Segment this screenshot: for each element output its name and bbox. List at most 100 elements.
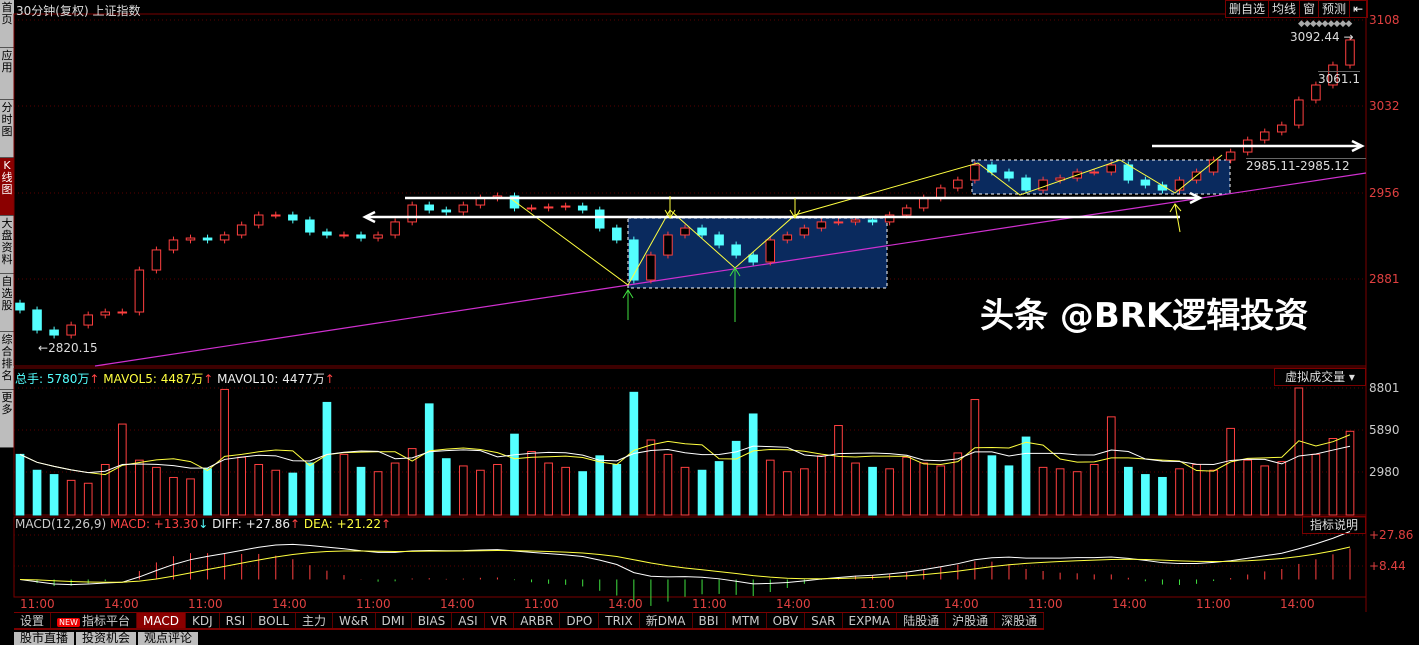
- candle: [953, 179, 963, 189]
- candle: [782, 234, 793, 241]
- volume-bar: [237, 456, 247, 516]
- volume-bar: [135, 459, 144, 516]
- candle: [884, 214, 895, 223]
- volume-bar: [646, 439, 656, 516]
- volume-bar: [748, 413, 758, 516]
- sidebar-item[interactable]: 应用: [0, 48, 14, 100]
- candle: [236, 224, 247, 236]
- indicator-tab[interactable]: ASI: [452, 613, 485, 628]
- volume-bar: [117, 423, 127, 516]
- candle: [543, 206, 554, 209]
- candle: [1106, 164, 1117, 173]
- sidebar: 首页 应用 分时图 K线图 大盘资料 自选股 综合排名 更多: [0, 0, 14, 456]
- volume-type-dropdown[interactable]: 虚拟成交量 ▾: [1274, 368, 1366, 386]
- candle: [322, 231, 332, 236]
- sidebar-item[interactable]: 首页: [0, 0, 14, 48]
- sidebar-item[interactable]: 分时图: [0, 100, 14, 158]
- green-arrows: [622, 267, 741, 322]
- indicator-platform-tab[interactable]: NEW 指标平台: [51, 613, 137, 628]
- collapse-left-icon[interactable]: ⇤: [1350, 1, 1368, 17]
- indicator-tab[interactable]: RSI: [220, 613, 253, 628]
- volume-bar: [1294, 387, 1304, 516]
- macd-legend: MACD(12,26,9) MACD: +13.30↓ DIFF: +27.86…: [15, 517, 392, 531]
- candle: [253, 214, 264, 226]
- volume-bar: [66, 479, 76, 516]
- candle: [390, 221, 400, 236]
- indicator-tab[interactable]: VR: [485, 613, 515, 628]
- indicator-tab[interactable]: 深股通: [995, 613, 1045, 628]
- indicator-tab[interactable]: TRIX: [599, 613, 640, 628]
- volume-bar: [902, 456, 912, 516]
- indicator-tab[interactable]: 陆股通: [897, 613, 947, 628]
- toolbar-remove-watchlist[interactable]: 删自选: [1226, 1, 1270, 17]
- mavol10-line: [19, 445, 1351, 474]
- volume-bar: [254, 463, 264, 516]
- volume-tick: 2980: [1369, 465, 1400, 479]
- indicator-tab[interactable]: W&R: [333, 613, 376, 628]
- toolbar-forecast[interactable]: 预测: [1319, 1, 1351, 17]
- indicator-tab[interactable]: KDJ: [186, 613, 220, 628]
- volume-bar: [15, 453, 25, 516]
- sidebar-item[interactable]: 更多: [0, 390, 14, 448]
- toolbar-window[interactable]: 窗: [1300, 1, 1320, 17]
- volume-bar: [32, 469, 42, 516]
- indicator-tab[interactable]: 新DMA: [640, 613, 693, 628]
- candle: [526, 207, 537, 210]
- candle: [117, 311, 128, 314]
- indicator-help-button[interactable]: 指标说明: [1302, 516, 1366, 534]
- candle: [1328, 64, 1338, 86]
- volume-bar: [834, 425, 843, 516]
- candle: [1021, 177, 1031, 191]
- bottom-tab[interactable]: 股市直播: [14, 632, 75, 645]
- sidebar-item[interactable]: 综合排名: [0, 332, 14, 390]
- candle: [577, 205, 588, 211]
- indicator-tab[interactable]: EXPMA: [843, 613, 898, 628]
- volume-bar: [1106, 416, 1116, 516]
- candle: [202, 237, 213, 241]
- bottom-tab[interactable]: 观点评论: [138, 632, 199, 645]
- indicator-tab[interactable]: 沪股通: [946, 613, 996, 628]
- candle: [1004, 171, 1014, 179]
- indicator-tab[interactable]: ARBR: [514, 613, 561, 628]
- volume-bar: [544, 462, 553, 516]
- candle: [219, 234, 230, 241]
- volume-bar: [868, 466, 877, 516]
- grid: [13, 0, 1367, 612]
- indicator-tab[interactable]: BOLL: [252, 613, 296, 628]
- indicator-tab[interactable]: MACD: [136, 613, 186, 628]
- volume-bar: [1328, 438, 1338, 516]
- candle: [151, 249, 162, 271]
- indicator-tab[interactable]: BBI: [693, 613, 726, 628]
- candles: [15, 36, 1355, 339]
- volume-bar: [441, 458, 451, 516]
- candle: [1225, 151, 1236, 161]
- indicator-tab[interactable]: DMI: [376, 613, 412, 628]
- scroll-dots[interactable]: ◆◆◆◆◆◆◆◆◆: [1298, 19, 1352, 29]
- volume-bar: [919, 462, 929, 516]
- candle: [509, 195, 520, 209]
- volume-bar: [1141, 474, 1150, 516]
- indicator-tab[interactable]: BIAS: [412, 613, 453, 628]
- bottom-tab[interactable]: 投资机会: [76, 632, 137, 645]
- volume-bar: [817, 455, 826, 516]
- indicator-tab[interactable]: SAR: [805, 613, 843, 628]
- sidebar-item[interactable]: K线图: [0, 158, 14, 216]
- sidebar-item[interactable]: 大盘资料: [0, 216, 14, 274]
- indicator-tab[interactable]: 主力: [296, 613, 333, 628]
- indicator-tab[interactable]: OBV: [767, 613, 806, 628]
- candle: [441, 209, 452, 213]
- time-tick: 11:00: [1028, 597, 1063, 611]
- low-label: ←2820.15: [38, 341, 98, 355]
- indicator-tab[interactable]: DPO: [560, 613, 600, 628]
- volume-bar: [1260, 465, 1270, 516]
- volume-legend: 总手: 5780万↑ MAVOL5: 4487万↑ MAVOL10: 4477万…: [15, 372, 335, 386]
- new-badge: NEW: [57, 618, 80, 627]
- candle: [288, 214, 298, 221]
- candle: [83, 314, 93, 326]
- toolbar-ma[interactable]: 均线: [1269, 1, 1301, 17]
- sidebar-item[interactable]: 自选股: [0, 274, 14, 332]
- settings-tab[interactable]: 设置: [14, 613, 52, 628]
- volume-bar: [493, 463, 502, 516]
- indicator-tab[interactable]: MTM: [726, 613, 767, 628]
